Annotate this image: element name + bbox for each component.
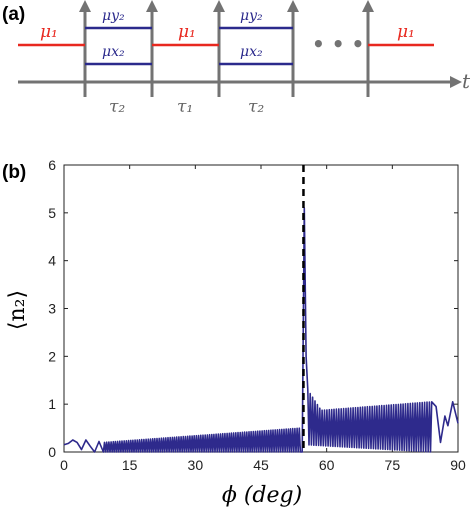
x-tick-label: 30 — [188, 457, 204, 473]
tau2-label-1: τ₂ — [109, 97, 125, 117]
mu-x2-label-1: μx₂ — [102, 44, 125, 60]
pulse-marker-5 — [362, 0, 374, 97]
x-tick-label: 45 — [253, 457, 269, 473]
tau1-label: τ₁ — [177, 97, 193, 117]
y-tick-label: 5 — [48, 205, 56, 221]
mu1-label-2: μ₁ — [178, 22, 196, 42]
ellipsis: • • • — [312, 32, 364, 56]
x-tick-label: 60 — [319, 457, 335, 473]
tau2-label-2: τ₂ — [248, 97, 264, 117]
mu-x2-label-2: μx₂ — [240, 44, 263, 60]
panel-a-label: (a) — [2, 4, 25, 25]
time-axis-arrow — [450, 76, 462, 88]
x-tick-label: 15 — [122, 457, 138, 473]
pulse-marker-3 — [213, 0, 225, 97]
x-tick-label: 75 — [385, 457, 401, 473]
mu1-label-1: μ₁ — [40, 22, 58, 42]
x-tick-label: 90 — [450, 457, 466, 473]
y-tick-label: 0 — [48, 444, 56, 460]
y-tick-label: 3 — [48, 301, 56, 317]
y-tick-label: 6 — [48, 157, 56, 173]
x-axis-title: ϕ (deg) — [222, 483, 302, 508]
pulse-marker-1 — [79, 0, 91, 97]
mu-y2-label-2: μy₂ — [240, 8, 263, 24]
panel-b-label: (b) — [2, 162, 26, 183]
pulse-marker-2 — [146, 0, 158, 97]
y-axis-title: ⟨n₂⟩ — [5, 290, 30, 330]
time-label: t — [462, 69, 471, 93]
pulse-diagram: μ₁ μ₁ μ₁ μy₂ μx₂ μy₂ μx₂ τ₂ τ₁ τ₂ t • • … — [18, 0, 471, 117]
data-series-line — [63, 207, 459, 453]
y-tick-label: 2 — [48, 348, 56, 364]
mu1-label-3: μ₁ — [397, 22, 415, 42]
pulse-marker-4 — [287, 0, 299, 97]
y-tick-label: 4 — [48, 253, 56, 269]
y-tick-label: 1 — [48, 396, 56, 412]
x-tick-label: 0 — [60, 457, 68, 473]
mu-y2-label-1: μy₂ — [102, 8, 125, 24]
